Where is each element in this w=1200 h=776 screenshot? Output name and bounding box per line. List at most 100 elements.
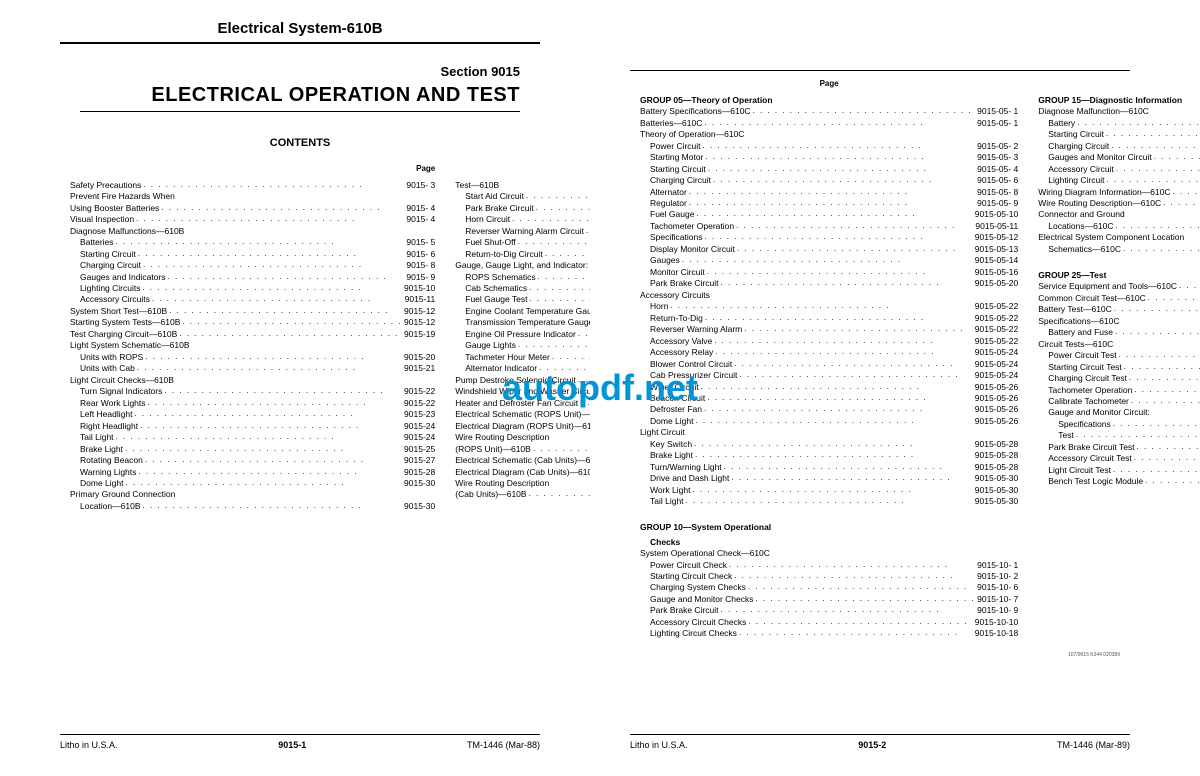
- toc-label: Accessory Circuits: [80, 294, 150, 305]
- toc-entry: Electrical System Component Location: [1038, 232, 1200, 243]
- toc-dots: . . . . . . . . . . . . . . . . . . . . …: [1177, 281, 1200, 292]
- toc-entry: Rotating Beacon . . . . . . . . . . . . …: [70, 455, 435, 466]
- toc-dots: . . . . . . . . . . . . . . . . . . . . …: [1132, 385, 1200, 396]
- toc-entry: Battery and Fuse . . . . . . . . . . . .…: [1038, 327, 1200, 338]
- toc-dots: . . . . . . . . . . . . . . . . . . . . …: [1113, 327, 1200, 338]
- toc-label: Circuit Tests—610C: [1038, 339, 1113, 350]
- toc-label: Location—610B: [80, 501, 141, 512]
- toc-entry: Dome Light . . . . . . . . . . . . . . .…: [70, 478, 435, 489]
- toc-group-header: GROUP 15—Diagnostic Information: [1038, 95, 1200, 106]
- toc-label: Wiring Diagram Information—610C: [1038, 187, 1170, 198]
- toc-entry: Location—610B . . . . . . . . . . . . . …: [70, 501, 435, 512]
- toc-dots: . . . . . . . . . . . . . . . . . . . . …: [702, 232, 974, 243]
- toc-dots: . . . . . . . . . . . . . . . . . . . . …: [737, 370, 974, 381]
- toc-page: 9015-05- 1: [977, 106, 1018, 117]
- toc-entry: Warning Lights . . . . . . . . . . . . .…: [70, 467, 435, 478]
- toc-label: Park Brake Circuit Test: [1048, 442, 1134, 453]
- toc-label: Alternator: [650, 187, 687, 198]
- toc-label: Reverser Warning Alarm Circuit: [465, 226, 584, 237]
- toc-label: GROUP 05—Theory of Operation: [640, 95, 773, 106]
- toc-dots: . . . . . . . . . . . . . . . . . . . . …: [177, 329, 404, 340]
- toc-entry: Cab Pressurizer Circuit . . . . . . . . …: [640, 370, 1018, 381]
- toc-label: Visual Inspection: [70, 214, 134, 225]
- toc-label: Light Circuit Checks—610B: [70, 375, 174, 386]
- toc-label: Fuel Gauge: [650, 209, 694, 220]
- toc-dots: . . . . . . . . . . . . . . . . . . . . …: [1161, 198, 1200, 209]
- toc-label: Wire Routing Description: [455, 432, 549, 443]
- toc-dots: . . . . . . . . . . . . . . . . . . . . …: [159, 203, 406, 214]
- toc-label: Service Equipment and Tools—610C: [1038, 281, 1177, 292]
- toc-label: Battery Test—610C: [1038, 304, 1112, 315]
- toc-page: 9015- 4: [406, 214, 435, 225]
- toc-entry: Brake Light . . . . . . . . . . . . . . …: [640, 450, 1018, 461]
- toc-page: 9015-10- 9: [977, 605, 1018, 616]
- toc-label: Gauges and Indicators: [80, 272, 166, 283]
- toc-dots: . . . . . . . . . . . . . . . . . . . . …: [702, 118, 977, 129]
- toc-entry: Prevent Fire Hazards When: [70, 191, 435, 202]
- toc-label: Gauge and Monitor Checks: [650, 594, 753, 605]
- toc-page: 9015-10- 7: [977, 594, 1018, 605]
- toc-page: 9015-05-26: [975, 416, 1018, 427]
- toc-entry: Safety Precautions . . . . . . . . . . .…: [70, 180, 435, 191]
- toc-entry: Accessory Relay . . . . . . . . . . . . …: [640, 347, 1018, 358]
- toc-entry: Charging Circuit . . . . . . . . . . . .…: [1038, 141, 1200, 152]
- toc-label: Tachmeter Hour Meter: [465, 352, 550, 363]
- toc-dots: . . . . . . . . . . . . . . . . . . . . …: [1129, 396, 1200, 407]
- toc-dots: . . . . . . . . . . . . . . . . . . . . …: [135, 363, 404, 374]
- toc-page: 9015-05-24: [975, 359, 1018, 370]
- toc-label: Tail Light: [80, 432, 114, 443]
- toc-entry: Units with Cab . . . . . . . . . . . . .…: [70, 363, 435, 374]
- toc-label: Accessory Relay: [650, 347, 713, 358]
- toc-entry: Service Equipment and Tools—610C . . . .…: [1038, 281, 1200, 292]
- toc-label: Lighting Circuits: [80, 283, 140, 294]
- toc-entry: Alternator . . . . . . . . . . . . . . .…: [640, 187, 1018, 198]
- toc-page: 9015- 9: [406, 272, 435, 283]
- toc-dots: . . . . . . . . . . . . . . . . . . . . …: [1132, 453, 1200, 464]
- toc-page: 9015-05-30: [975, 496, 1018, 507]
- toc-dots: . . . . . . . . . . . . . . . . . . . . …: [684, 496, 975, 507]
- toc-label: Checks: [650, 537, 680, 548]
- toc-dots: . . . . . . . . . . . . . . . . . . . . …: [1109, 141, 1200, 152]
- toc-entry: Wiring Diagram Information—610C . . . . …: [1038, 187, 1200, 198]
- toc-page: 9015-27: [404, 455, 435, 466]
- toc-dots: . . . . . . . . . . . . . . . . . . . . …: [693, 416, 974, 427]
- toc-entry: Gauge and Monitor Circuit:: [1038, 407, 1200, 418]
- toc-label: Battery Specifications—610C: [640, 106, 751, 117]
- toc-entry: Wiper Circuit . . . . . . . . . . . . . …: [640, 382, 1018, 393]
- toc-entry: Accessory Circuit Test . . . . . . . . .…: [1038, 453, 1200, 464]
- footer-page: 9015-1: [278, 740, 306, 750]
- toc-entry: Starting Circuit Test . . . . . . . . . …: [1038, 362, 1200, 373]
- toc-entry: Gauges and Indicators . . . . . . . . . …: [70, 272, 435, 283]
- toc-dots: . . . . . . . . . . . . . . . . . . . . …: [1074, 430, 1200, 441]
- document-spread: Electrical System-610B Section 9015 ELEC…: [0, 0, 1200, 770]
- toc-entry: Tail Light . . . . . . . . . . . . . . .…: [640, 496, 1018, 507]
- toc-dots: . . . . . . . . . . . . . . . . . . . . …: [753, 594, 977, 605]
- toc-page: 9015-05-13: [975, 244, 1018, 255]
- toc-label: Units with ROPS: [80, 352, 143, 363]
- toc-label: Light System Schematic—610B: [70, 340, 190, 351]
- toc-entry: Display Monitor Circuit . . . . . . . . …: [640, 244, 1018, 255]
- toc-label: Pump Destroke Solenoid Circuit: [455, 375, 575, 386]
- toc-label: Charging Circuit: [1048, 141, 1109, 152]
- toc-entry: Common Circuit Test—610C . . . . . . . .…: [1038, 293, 1200, 304]
- toc-entry: Primary Ground Connection: [70, 489, 435, 500]
- toc-dots: . . . . . . . . . . . . . . . . . . . . …: [735, 244, 975, 255]
- toc-label: Starting Circuit: [80, 249, 136, 260]
- toc-entry: Turn/Warning Light . . . . . . . . . . .…: [640, 462, 1018, 473]
- toc-dots: . . . . . . . . . . . . . . . . . . . . …: [702, 404, 975, 415]
- toc-entry: Tachometer Operation . . . . . . . . . .…: [640, 221, 1018, 232]
- toc-label: Power Circuit: [650, 141, 701, 152]
- toc-label: Schematics—610C: [1048, 244, 1121, 255]
- header-rule: [60, 42, 540, 44]
- toc-label: Starting Circuit: [650, 164, 706, 175]
- right-page-columns: Page GROUP 05—Theory of OperationBattery…: [590, 79, 1170, 640]
- toc-label: Gauge, Gauge Light, and Indicator:: [455, 260, 588, 271]
- toc-entry: Accessory Circuits: [640, 290, 1018, 301]
- toc-label: Fuel Shut-Off: [465, 237, 515, 248]
- main-title: ELECTRICAL OPERATION AND TEST: [80, 84, 520, 112]
- toc-label: Electrical Diagram (Cab Units)—610B: [455, 467, 598, 478]
- toc-entry: Tachometer Operation . . . . . . . . . .…: [1038, 385, 1200, 396]
- right-col2: Page GROUP 15—Diagnostic InformationDiag…: [1038, 79, 1200, 640]
- toc-label: Theory of Operation—610C: [640, 129, 744, 140]
- toc-label: System Short Test—610B: [70, 306, 167, 317]
